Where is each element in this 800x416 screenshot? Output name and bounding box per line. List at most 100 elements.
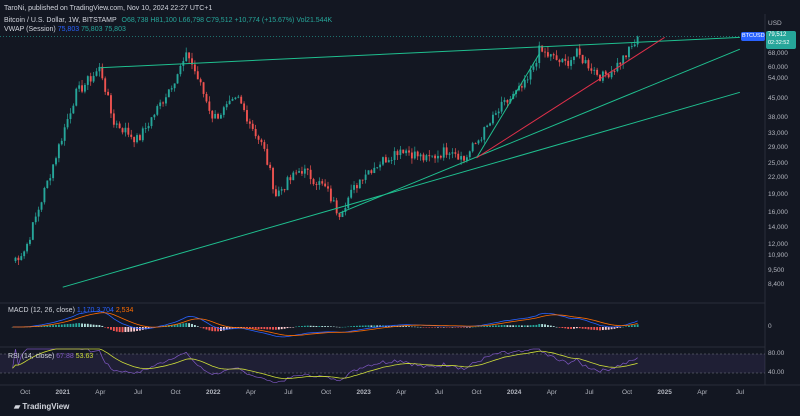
candle-body [549, 54, 552, 57]
candle-body [272, 167, 274, 190]
candle-body [468, 151, 471, 158]
candle-body [581, 54, 584, 64]
candle-body [376, 167, 379, 169]
candle-body [86, 76, 89, 85]
candle-body [587, 60, 590, 69]
candle-body [630, 46, 633, 47]
candle-body [110, 95, 112, 114]
macd-histogram-bar [315, 326, 318, 327]
candle-body [274, 189, 277, 197]
candle-body [298, 171, 301, 173]
macd-legend[interactable]: MACD (12, 26, close) 1,170 3,704 2,534 [8, 306, 133, 315]
macd-signal-line [12, 312, 638, 336]
vwap-legend[interactable]: VWAP (Session) 75,803 75,803 75,803 [4, 25, 126, 34]
macd-histogram-bar [63, 324, 66, 327]
macd-histogram-bar [199, 327, 202, 328]
macd-histogram-bar [529, 325, 532, 327]
rsi-legend[interactable]: RSI (14, close) 67.88 53.63 [8, 352, 93, 361]
candle-body [92, 75, 95, 82]
macd-histogram-bar [327, 326, 329, 327]
ohlc-high: H81,100 [150, 17, 177, 24]
volume: Vol21.544K [296, 17, 333, 24]
macd-histogram-bar [489, 325, 491, 327]
price-tick-label: 68,000 [768, 49, 788, 57]
candle-body [607, 74, 610, 78]
macd-histogram-bar [413, 326, 416, 328]
macd-histogram-bar [567, 327, 570, 329]
macd-histogram-bar [283, 327, 286, 329]
macd-histogram-bar [191, 323, 193, 327]
macd-histogram-bar [118, 327, 121, 333]
macd-histogram-bar [176, 324, 179, 327]
tradingview-logo-icon: ▰ [14, 402, 21, 411]
macd-histogram-bar [431, 327, 434, 328]
macd-histogram-bar [437, 327, 439, 328]
candle-body [124, 127, 127, 133]
macd-histogram-bar [593, 327, 596, 330]
candle-body [14, 257, 17, 262]
price-tick-label: 14,000 [768, 224, 788, 232]
macd-histogram-bar [217, 327, 219, 332]
macd-histogram-bar [130, 327, 133, 332]
candle-body [402, 149, 405, 154]
candle-body [390, 159, 393, 161]
candle-body [428, 155, 431, 157]
macd-histogram-bar [376, 325, 379, 327]
macd-value-1: 1,170 [76, 307, 95, 314]
candle-body [570, 60, 573, 66]
candle-body [159, 102, 162, 107]
macd-histogram-bar [555, 326, 558, 328]
candle-body [396, 151, 399, 156]
macd-histogram-bar [324, 326, 327, 327]
indicator-tick-label: 80.00 [768, 350, 785, 357]
price-tick-label: 22,000 [768, 174, 788, 182]
macd-histogram-bar [107, 327, 110, 329]
macd-histogram-bar [628, 325, 630, 327]
candle-body [457, 153, 460, 160]
candle-body [353, 185, 355, 190]
macd-histogram-bar [442, 327, 445, 328]
candle-body [283, 189, 286, 191]
candle-body [463, 156, 465, 161]
time-tick-label: Oct [20, 389, 31, 396]
macd-histogram-bar [483, 326, 486, 327]
macd-histogram-bar [83, 323, 86, 327]
candle-body [104, 78, 107, 92]
macd-histogram-bar [98, 325, 101, 327]
candle-body [338, 213, 341, 218]
candle-body [555, 55, 558, 60]
candle-body [445, 147, 448, 155]
macd-histogram-bar [526, 325, 529, 327]
macd-histogram-bar [335, 326, 338, 328]
macd-histogram-bar [301, 326, 303, 327]
candle-body [150, 117, 153, 127]
candle-body [364, 174, 367, 180]
macd-histogram-bar [532, 325, 535, 327]
candle-body [492, 114, 494, 124]
candle-body [211, 110, 214, 119]
candle-body [434, 155, 437, 159]
time-tick-label: Apr [697, 389, 708, 396]
price-tick-label: 54,000 [768, 75, 788, 83]
macd-histogram-bar [260, 327, 263, 330]
time-tick-label: 2022 [205, 389, 221, 396]
candle-body [40, 202, 43, 210]
candle-body [243, 103, 246, 111]
candle-body [57, 144, 60, 159]
macd-histogram-bar [355, 325, 358, 327]
macd-histogram-bar [607, 327, 610, 330]
trendline [476, 53, 540, 159]
candle-body [489, 123, 491, 126]
candle-body [544, 51, 546, 53]
macd-histogram-bar [81, 323, 83, 327]
candle-body [234, 97, 237, 100]
rsi-value-2: 53.63 [75, 353, 94, 360]
time-tick-label: Oct [471, 389, 482, 396]
candle-body [567, 60, 570, 66]
indicator-tick-label: 0 [768, 323, 772, 330]
currency-label[interactable]: USD [768, 20, 782, 27]
candle-body [454, 152, 457, 154]
candle-body [601, 71, 604, 81]
symbol-legend[interactable]: Bitcoin / U.S. Dollar, 1W, BITSTAMP O68,… [4, 16, 332, 25]
